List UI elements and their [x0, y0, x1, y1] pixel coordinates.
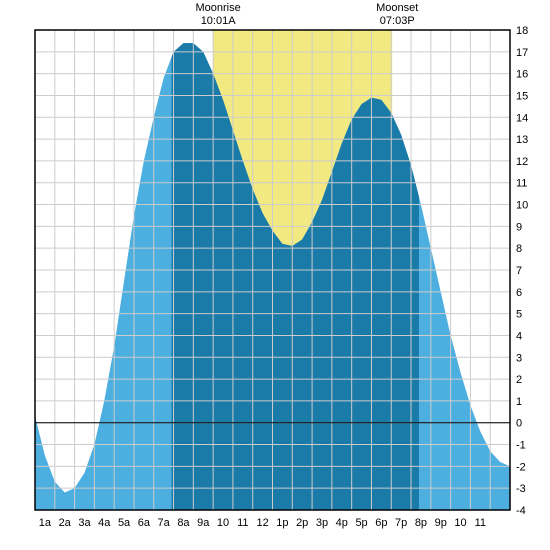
svg-text:11: 11	[237, 517, 248, 529]
svg-text:12: 12	[516, 156, 528, 168]
svg-text:1: 1	[516, 396, 522, 408]
svg-text:2: 2	[516, 374, 522, 386]
svg-text:4a: 4a	[98, 517, 111, 529]
chart-svg: -4-3-2-101234567891011121314151617181a2a…	[0, 0, 550, 550]
svg-text:10: 10	[516, 200, 528, 212]
svg-text:-3: -3	[516, 483, 526, 495]
svg-text:2a: 2a	[59, 517, 72, 529]
svg-text:9p: 9p	[435, 517, 447, 529]
svg-text:17: 17	[516, 47, 528, 59]
svg-text:-2: -2	[516, 461, 526, 473]
svg-text:7a: 7a	[158, 517, 171, 529]
svg-text:8a: 8a	[177, 517, 190, 529]
svg-text:10: 10	[217, 517, 229, 529]
svg-text:18: 18	[516, 25, 528, 37]
svg-text:5a: 5a	[118, 517, 131, 529]
svg-text:12: 12	[256, 517, 268, 529]
svg-text:4: 4	[516, 330, 522, 342]
svg-text:5: 5	[516, 309, 522, 321]
svg-text:8p: 8p	[415, 517, 427, 529]
tide-chart: -4-3-2-101234567891011121314151617181a2a…	[0, 0, 550, 550]
svg-text:11: 11	[475, 517, 486, 529]
moonrise-label: Moonrise 10:01A	[188, 2, 248, 28]
svg-text:-1: -1	[516, 440, 526, 452]
svg-text:3a: 3a	[78, 517, 91, 529]
svg-text:16: 16	[516, 69, 528, 81]
svg-text:5p: 5p	[355, 517, 367, 529]
moonset-text: Moonset	[367, 2, 427, 15]
svg-text:3: 3	[516, 352, 522, 364]
moonset-time: 07:03P	[367, 15, 427, 28]
svg-text:13: 13	[516, 134, 528, 146]
svg-text:4p: 4p	[336, 517, 348, 529]
svg-text:6a: 6a	[138, 517, 151, 529]
svg-text:8: 8	[516, 243, 522, 255]
svg-text:6: 6	[516, 287, 522, 299]
moonrise-time: 10:01A	[188, 15, 248, 28]
svg-text:-4: -4	[516, 505, 526, 517]
svg-text:0: 0	[516, 418, 522, 430]
svg-text:6p: 6p	[375, 517, 387, 529]
svg-text:10: 10	[454, 517, 466, 529]
svg-text:7p: 7p	[395, 517, 407, 529]
svg-text:1a: 1a	[39, 517, 52, 529]
svg-text:9a: 9a	[197, 517, 210, 529]
svg-text:15: 15	[516, 90, 528, 102]
svg-text:1p: 1p	[276, 517, 288, 529]
svg-text:14: 14	[516, 112, 528, 124]
svg-text:11: 11	[516, 178, 527, 190]
moonset-label: Moonset 07:03P	[367, 2, 427, 28]
svg-text:9: 9	[516, 221, 522, 233]
svg-text:3p: 3p	[316, 517, 328, 529]
svg-text:7: 7	[516, 265, 522, 277]
svg-text:2p: 2p	[296, 517, 308, 529]
moonrise-text: Moonrise	[188, 2, 248, 15]
